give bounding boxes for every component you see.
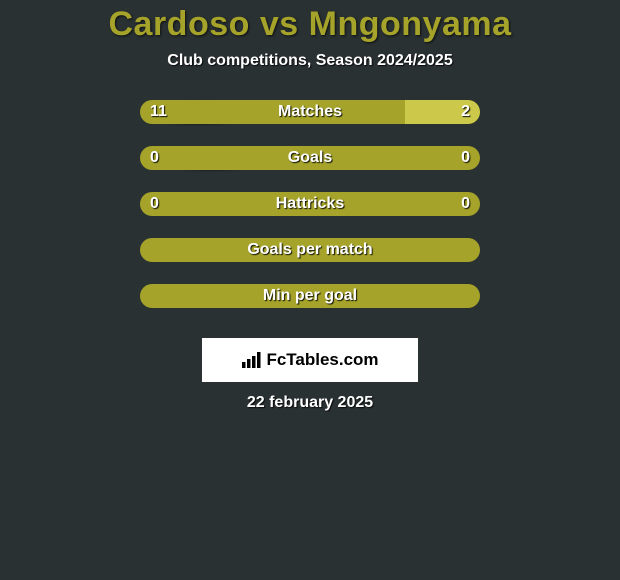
date: 22 february 2025 xyxy=(247,394,373,412)
stat-rows: 11Matches20Goals00Hattricks0Goals per ma… xyxy=(140,100,480,330)
player2-name: Mngonyama xyxy=(309,5,512,43)
stat-label: Matches xyxy=(140,103,480,121)
stat-label: Hattricks xyxy=(140,195,480,213)
stat-value-right: 2 xyxy=(461,103,470,121)
stat-bar: Min per goal xyxy=(140,284,480,308)
vs-text: vs xyxy=(260,5,299,43)
stat-row: Min per goal xyxy=(140,284,480,308)
stat-row: 11Matches2 xyxy=(140,100,480,124)
page-title: Cardoso vs Mngonyama xyxy=(108,5,511,44)
logo: FcTables.com xyxy=(241,350,378,370)
stat-row: 0Goals0 xyxy=(140,146,480,170)
subtitle: Club competitions, Season 2024/2025 xyxy=(167,52,452,70)
logo-text: FcTables.com xyxy=(266,350,378,370)
comparison-infographic: Cardoso vs Mngonyama Club competitions, … xyxy=(0,0,620,412)
stat-label: Goals xyxy=(140,149,480,167)
stat-bar: 0Hattricks0 xyxy=(140,192,480,216)
chart-icon xyxy=(241,351,263,369)
stat-label: Goals per match xyxy=(140,241,480,259)
stat-bar: 0Goals0 xyxy=(140,146,480,170)
stat-value-right: 0 xyxy=(461,149,470,167)
player1-name: Cardoso xyxy=(108,5,249,43)
stat-bar: Goals per match xyxy=(140,238,480,262)
stat-bar: 11Matches2 xyxy=(140,100,480,124)
stat-row: Goals per match xyxy=(140,238,480,262)
stat-value-right: 0 xyxy=(461,195,470,213)
stat-row: 0Hattricks0 xyxy=(140,192,480,216)
stat-label: Min per goal xyxy=(140,287,480,305)
logo-box: FcTables.com xyxy=(202,338,418,382)
